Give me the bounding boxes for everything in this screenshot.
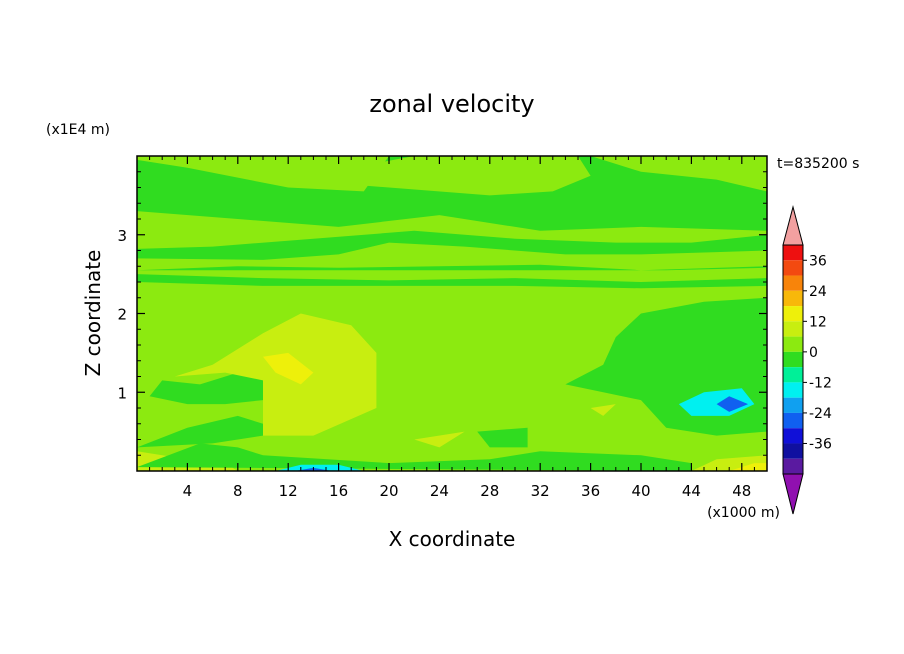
colorbar-swatch [783,351,803,368]
colorbar-swatch [783,260,803,276]
x-tick-label: 4 [183,482,193,500]
colorbar-swatch [783,412,803,429]
x-unit-label: (x1000 m) [707,505,780,521]
colorbar-label: 0 [809,345,818,361]
x-tick-label: 40 [631,482,650,500]
colorbar-label: -36 [809,436,832,452]
chart-title: zonal velocity [369,90,534,118]
x-tick-label: 28 [480,482,499,500]
plot-area [136,155,768,472]
contour-region-19 [137,156,767,231]
colorbar-under-arrow [782,473,804,515]
contour-region-9 [174,313,377,436]
colorbar-over-arrow [782,205,804,246]
contour-region-2 [275,464,364,471]
colorbar-swatch [783,306,803,322]
x-tick-label: 36 [581,482,600,500]
contour-regions [137,156,767,471]
contour-region-7 [149,372,263,405]
x-tick-label: 44 [682,482,701,500]
colorbar-swatch [783,428,803,444]
x-tick-label: 12 [279,482,298,500]
x-tick-label: 48 [732,482,751,500]
y-axis: 1 2 3 [117,171,767,456]
colorbar-swatch [783,397,803,413]
contour-region-15 [716,396,749,412]
contour-region-1 [137,443,692,471]
colorbar-swatch [783,290,803,307]
contour-region-20 [288,156,591,196]
x-axis: 4 8 12 16 20 24 28 32 36 40 44 48 [149,156,755,500]
contour-region-17 [137,264,767,271]
contour-region-12 [590,404,616,416]
colorbar-label: -12 [809,375,832,391]
contour-region-11 [414,431,465,448]
y-tick-label: 3 [117,227,127,245]
colorbar-label: -24 [809,406,832,422]
y-tick-label: 1 [117,384,127,402]
x-tick-label: 24 [430,482,449,500]
x-tick-label: 20 [379,482,398,500]
contour-region-5 [729,463,767,471]
colorbar-swatch [783,458,803,474]
colorbar-swatch [783,321,803,337]
colorbar-swatch [783,275,803,291]
time-label: t=835200 s [777,156,859,172]
colorbar-label: 36 [809,253,827,269]
colorbar-swatch [783,443,803,459]
colorbar-frame [782,244,804,475]
colorbar: 36 24 12 0 -12 -24 -36 [782,205,832,515]
contour-region-16 [137,274,767,289]
contour-region-18 [137,230,767,260]
colorbar-swatch [783,245,803,261]
x-tick-label: 8 [233,482,243,500]
colorbar-label: 24 [809,284,827,300]
contour-region-6 [137,415,263,448]
y-unit-label: (x1E4 m) [46,122,110,138]
x-tick-label: 32 [531,482,550,500]
contour-region-8 [477,427,528,448]
x-axis-label: X coordinate [389,527,516,551]
colorbar-swatch [783,382,803,398]
colorbar-label: 12 [809,314,827,330]
y-tick-label: 2 [117,306,127,324]
contour-region-10 [263,352,314,385]
y-axis-label: Z coordinate [81,250,105,377]
x-tick-label: 16 [329,482,348,500]
colorbar-swatch [783,367,803,383]
colorbar-swatch [783,336,803,352]
